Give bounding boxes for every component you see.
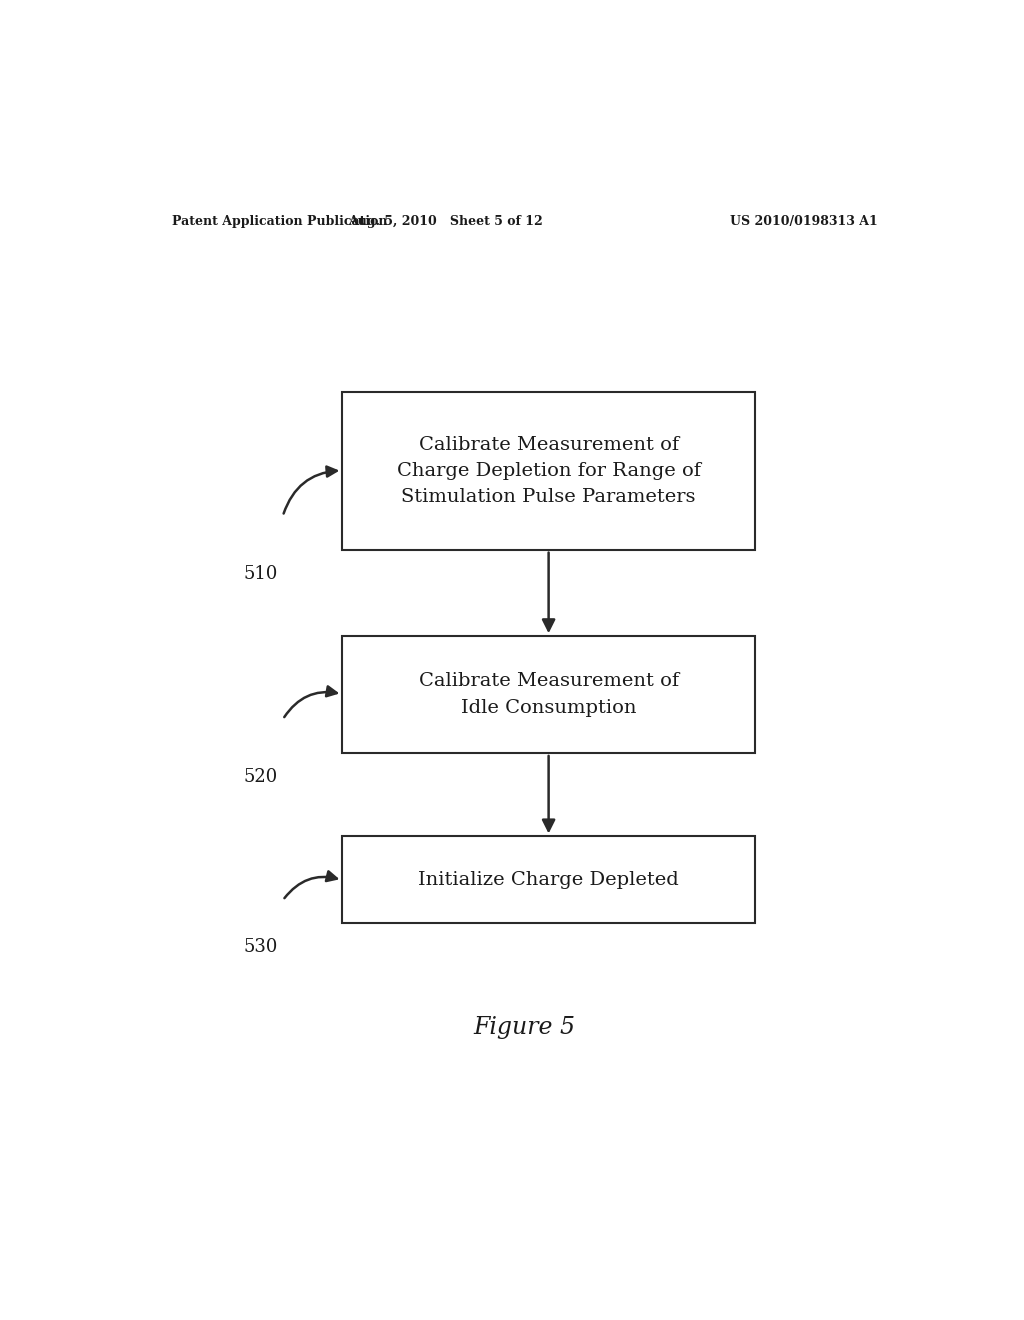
FancyArrowPatch shape (284, 466, 337, 513)
Text: Calibrate Measurement of
Charge Depletion for Range of
Stimulation Pulse Paramet: Calibrate Measurement of Charge Depletio… (396, 436, 700, 507)
Text: Aug. 5, 2010   Sheet 5 of 12: Aug. 5, 2010 Sheet 5 of 12 (348, 215, 543, 228)
FancyArrowPatch shape (285, 871, 337, 898)
Text: Initialize Charge Depleted: Initialize Charge Depleted (418, 870, 679, 888)
Text: 530: 530 (243, 939, 278, 956)
Text: US 2010/0198313 A1: US 2010/0198313 A1 (730, 215, 878, 228)
Text: Figure 5: Figure 5 (474, 1016, 575, 1039)
Text: Calibrate Measurement of
Idle Consumption: Calibrate Measurement of Idle Consumptio… (419, 672, 679, 717)
FancyBboxPatch shape (342, 837, 755, 923)
Text: 520: 520 (243, 768, 278, 787)
FancyBboxPatch shape (342, 636, 755, 752)
FancyArrowPatch shape (285, 686, 337, 717)
Text: 510: 510 (243, 565, 278, 583)
FancyBboxPatch shape (342, 392, 755, 549)
Text: Patent Application Publication: Patent Application Publication (172, 215, 387, 228)
